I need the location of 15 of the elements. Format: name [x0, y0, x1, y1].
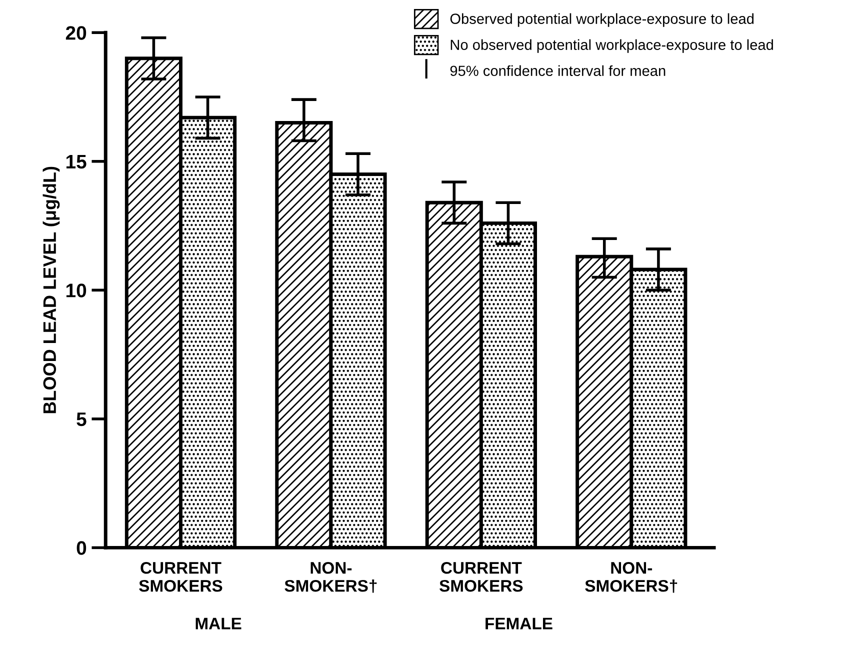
x-tick-label: NON- SMOKERS† [284, 562, 377, 593]
annotation: 95% confidence interval for mean [450, 65, 666, 76]
legend-label: Observed potential workplace-exposure to lead [450, 13, 754, 27]
y-axis-title: BLOOD LEAD LEVEL (μg/dL) [42, 166, 60, 414]
y-tick-label: 15 [66, 155, 86, 169]
x-tick-label: CURRENT SMOKERS [139, 562, 222, 592]
text: FEMALE [486, 618, 552, 630]
x-tick-label: CURRENT SMOKERS [440, 562, 523, 592]
x-tick-label: NON- SMOKERS† [585, 562, 678, 593]
y-tick-label: 0 [76, 541, 86, 555]
y-tick-label: 5 [76, 412, 86, 426]
legend-label: No observed potential workplace-exposure to lead [450, 39, 773, 53]
y-tick-label: 20 [66, 26, 86, 40]
text: MALE [196, 618, 242, 630]
y-tick-label: 10 [66, 284, 86, 298]
